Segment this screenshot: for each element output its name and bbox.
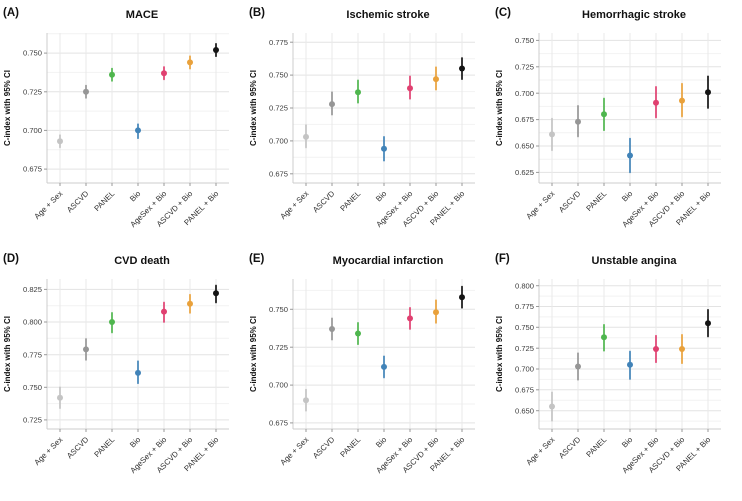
panel-cvd-death: (D) CVD death 0.725 0.750 0.775 0.800 0.825 A… <box>1 251 245 489</box>
svg-text:0.725: 0.725 <box>515 344 534 353</box>
svg-text:0.750: 0.750 <box>23 49 42 58</box>
svg-text:0.800: 0.800 <box>515 281 534 290</box>
panel-mace: (A) MACE 0.675 0.700 0.725 0.750 Age + Sex AS… <box>1 5 245 243</box>
svg-text:C-index with 95% CI: C-index with 95% CI <box>3 70 12 146</box>
svg-text:0.725: 0.725 <box>23 87 42 96</box>
svg-text:Age + Sex: Age + Sex <box>32 189 64 221</box>
svg-text:Age + Sex: Age + Sex <box>32 435 64 467</box>
svg-text:0.675: 0.675 <box>269 419 288 428</box>
svg-text:0.775: 0.775 <box>515 302 534 311</box>
svg-text:Age + Sex: Age + Sex <box>524 189 556 221</box>
panel-header: (F) Unstable angina <box>493 251 737 273</box>
svg-text:0.825: 0.825 <box>23 285 42 294</box>
panel-label-c: (C) <box>495 7 511 19</box>
panel-header: (C) Hemorrhagic stroke <box>493 5 737 27</box>
hemorrhagic-stroke-chart: 0.625 0.650 0.675 0.700 0.725 0.750 Age + Sex A… <box>495 33 721 229</box>
svg-text:0.700: 0.700 <box>23 126 42 135</box>
svg-text:Bio: Bio <box>620 435 635 450</box>
svg-text:C-index with 95% CI: C-index with 95% CI <box>249 316 258 392</box>
svg-text:0.750: 0.750 <box>269 305 288 314</box>
svg-text:0.675: 0.675 <box>23 165 42 174</box>
svg-text:ASCVD: ASCVD <box>557 435 583 461</box>
svg-text:0.725: 0.725 <box>23 416 42 425</box>
ischemic-stroke-chart: 0.675 0.700 0.725 0.750 0.775 Age + Sex ASCVD P… <box>249 33 475 229</box>
myocardial-infarction-chart: 0.675 0.700 0.725 0.750 Age + Sex ASCVD PANEL B… <box>249 279 475 475</box>
svg-text:0.675: 0.675 <box>269 169 288 178</box>
svg-text:PANEL: PANEL <box>584 189 609 214</box>
svg-text:Age + Sex: Age + Sex <box>524 435 556 467</box>
svg-text:C-index with 95% CI: C-index with 95% CI <box>3 316 12 392</box>
svg-text:ASCVD: ASCVD <box>65 189 91 215</box>
svg-text:0.700: 0.700 <box>515 89 534 98</box>
cvd-death-chart: 0.725 0.750 0.775 0.800 0.825 Age + Sex ASCVD P… <box>3 279 229 475</box>
svg-text:ASCVD: ASCVD <box>557 189 583 215</box>
panel-label-a: (A) <box>3 7 19 19</box>
panel-title-cvd-death: CVD death <box>114 255 170 267</box>
panel-hemorrhagic-stroke: (C) Hemorrhagic stroke 0.625 0.650 0.675 0.… <box>493 5 737 243</box>
svg-text:0.775: 0.775 <box>23 350 42 359</box>
panel-header: (E) Myocardial infarction <box>247 251 491 273</box>
svg-text:0.775: 0.775 <box>269 38 288 47</box>
svg-text:0.725: 0.725 <box>515 62 534 71</box>
svg-text:C-index with 95% CI: C-index with 95% CI <box>495 316 504 392</box>
unstable-angina-chart: 0.650 0.675 0.700 0.725 0.750 0.775 0.800 Age +… <box>495 279 721 475</box>
svg-text:C-index with 95% CI: C-index with 95% CI <box>495 70 504 146</box>
panel-title-ischemic-stroke: Ischemic stroke <box>346 9 430 21</box>
svg-text:0.750: 0.750 <box>515 36 534 45</box>
svg-text:0.700: 0.700 <box>269 137 288 146</box>
svg-text:Bio: Bio <box>374 189 389 204</box>
svg-text:Bio: Bio <box>128 435 143 450</box>
svg-text:0.725: 0.725 <box>269 343 288 352</box>
svg-text:PANEL: PANEL <box>92 435 117 460</box>
panel-title-hemorrhagic-stroke: Hemorrhagic stroke <box>582 9 686 21</box>
svg-text:ASCVD: ASCVD <box>311 189 337 215</box>
svg-text:PANEL: PANEL <box>338 435 363 460</box>
svg-text:0.700: 0.700 <box>515 365 534 374</box>
panel-label-f: (F) <box>495 253 510 265</box>
svg-text:Age + Sex: Age + Sex <box>278 189 310 221</box>
panel-header: (B) Ischemic stroke <box>247 5 491 27</box>
svg-text:0.750: 0.750 <box>23 383 42 392</box>
panel-header: (A) MACE <box>1 5 245 27</box>
svg-text:0.625: 0.625 <box>515 168 534 177</box>
svg-text:ASCVD: ASCVD <box>65 435 91 461</box>
svg-text:PANEL: PANEL <box>338 189 363 214</box>
svg-text:0.750: 0.750 <box>269 71 288 80</box>
panel-label-d: (D) <box>3 253 19 265</box>
panel-label-e: (E) <box>249 253 265 265</box>
svg-text:0.650: 0.650 <box>515 142 534 151</box>
svg-text:Bio: Bio <box>620 189 635 204</box>
svg-text:0.700: 0.700 <box>269 381 288 390</box>
panel-title-myocardial-infarction: Myocardial infarction <box>332 255 444 267</box>
svg-text:0.675: 0.675 <box>515 385 534 394</box>
svg-text:0.725: 0.725 <box>269 104 288 113</box>
svg-text:0.650: 0.650 <box>515 406 534 415</box>
svg-text:0.800: 0.800 <box>23 318 42 327</box>
svg-text:Bio: Bio <box>374 435 389 450</box>
panel-label-b: (B) <box>249 7 265 19</box>
panel-unstable-angina: (F) Unstable angina 0.650 0.675 0.700 0.725… <box>493 251 737 489</box>
svg-text:PANEL: PANEL <box>584 435 609 460</box>
mace-chart: 0.675 0.700 0.725 0.750 Age + Sex ASCVD PANEL B… <box>3 33 229 229</box>
svg-text:PANEL: PANEL <box>92 189 117 214</box>
panel-header: (D) CVD death <box>1 251 245 273</box>
svg-text:ASCVD: ASCVD <box>311 435 337 461</box>
svg-text:Bio: Bio <box>128 189 143 204</box>
panel-title-mace: MACE <box>125 9 159 21</box>
panel-ischemic-stroke: (B) Ischemic stroke 0.675 0.700 0.725 0.750… <box>247 5 491 243</box>
panel-title-unstable-angina: Unstable angina <box>591 255 677 267</box>
svg-text:0.750: 0.750 <box>515 323 534 332</box>
panel-myocardial-infarction: (E) Myocardial infarction 0.675 0.700 0.72… <box>247 251 491 489</box>
svg-text:0.675: 0.675 <box>515 115 534 124</box>
svg-text:C-index with 95% CI: C-index with 95% CI <box>249 70 258 146</box>
svg-text:Age + Sex: Age + Sex <box>278 435 310 467</box>
